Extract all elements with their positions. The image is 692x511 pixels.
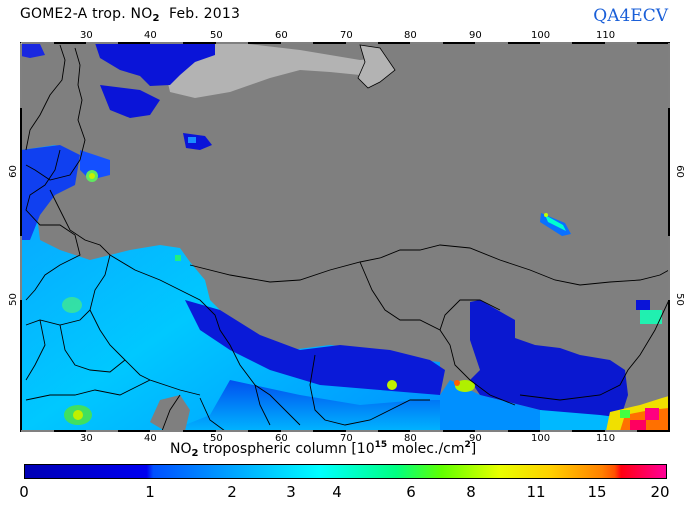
colorbar: [24, 464, 667, 479]
colorbar-title-part: molec./cm: [387, 441, 465, 457]
lat-tick-left: 60: [7, 165, 19, 178]
map-title: GOME2-A trop. NO2 Feb. 2013: [20, 6, 240, 24]
title-subscript: 2: [152, 13, 160, 24]
colorbar-title-sup: 2: [464, 440, 471, 450]
arctic-sea: [21, 43, 396, 118]
small-no2-patches: [183, 133, 662, 324]
colorbar-tick: 2: [227, 483, 237, 501]
lon-tick-bottom: 60: [275, 433, 288, 444]
lon-tick-top: 60: [275, 30, 288, 41]
country-borders: [25, 44, 670, 432]
europe-no2-field: [21, 145, 445, 431]
colorbar-tick: 1: [145, 483, 155, 501]
lon-tick-top: 40: [144, 30, 157, 41]
colorbar-tick: 4: [332, 483, 342, 501]
lon-tick-top: 70: [340, 30, 353, 41]
colorbar-title-part: ]: [470, 441, 477, 457]
colorbar-title-part: NO: [170, 441, 192, 457]
frame-ticks: [20, 42, 670, 432]
title-date: Feb. 2013: [168, 6, 241, 22]
lon-tick-bottom: 110: [596, 433, 616, 444]
colorbar-tick: 8: [466, 483, 476, 501]
lon-tick-top: 50: [210, 30, 223, 41]
colorbar-title-part: tropospheric column [10: [198, 441, 375, 457]
lon-tick-top: 80: [404, 30, 417, 41]
lon-tick-top: 30: [80, 30, 93, 41]
colorbar-tick: 3: [286, 483, 296, 501]
east-asia-no2-field: [387, 300, 669, 431]
colorbar-title-sup: 15: [374, 440, 388, 450]
lat-tick-right: 60: [673, 165, 685, 178]
lat-tick-right: 50: [673, 293, 685, 306]
colorbar-tick: 0: [19, 483, 29, 501]
colorbar-tick: 20: [650, 483, 670, 501]
lon-tick-bottom: 80: [404, 433, 417, 444]
lon-tick-top: 90: [469, 30, 482, 41]
colorbar-title-sub: 2: [191, 448, 199, 459]
lon-tick-bottom: 40: [144, 433, 157, 444]
lon-tick-bottom: 70: [340, 433, 353, 444]
colorbar-tick: 11: [526, 483, 546, 501]
lon-tick-bottom: 30: [80, 433, 93, 444]
lat-tick-left: 50: [7, 293, 19, 306]
title-text: GOME2-A trop. NO: [20, 6, 153, 22]
colorbar-tick: 6: [406, 483, 416, 501]
colorbar-title: NO2 tropospheric column [1015 molec./cm2…: [170, 440, 476, 459]
lon-tick-top: 100: [531, 30, 551, 41]
lon-tick-top: 110: [596, 30, 616, 41]
lon-tick-bottom: 100: [531, 433, 551, 444]
colorbar-tick: 15: [587, 483, 607, 501]
lon-tick-bottom: 50: [210, 433, 223, 444]
lon-tick-bottom: 90: [469, 433, 482, 444]
brand-label: QA4ECV: [593, 6, 668, 26]
